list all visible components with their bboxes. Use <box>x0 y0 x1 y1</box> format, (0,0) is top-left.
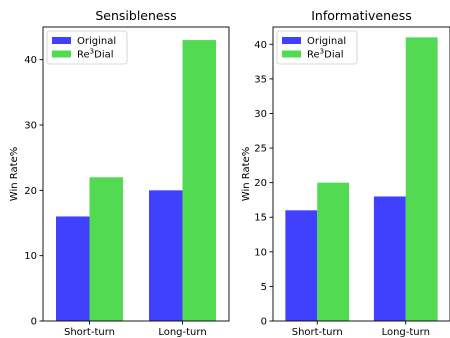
y-tick-label: 30 <box>24 121 37 132</box>
informativeness-chart: Informativeness Short-turn Long-turn 0 5 10 15… <box>241 8 450 338</box>
bar-re3dial-long-turn <box>405 37 438 322</box>
y-tick-label: 40 <box>24 55 37 66</box>
axes-frame <box>272 26 450 322</box>
y-axis-label: Win Rate% <box>241 147 252 201</box>
y-tick-label: 35 <box>254 74 267 85</box>
legend-label: Original <box>77 36 116 47</box>
x-tick-label: Long-turn <box>382 327 430 338</box>
y-tick-label: 25 <box>254 144 267 155</box>
y-axis-label: Win Rate% <box>9 147 20 201</box>
chart-title: Sensibleness <box>95 8 176 23</box>
axes-frame <box>42 26 230 322</box>
y-tick-label: 10 <box>24 251 37 262</box>
legend-label: Re3Dial <box>307 48 344 61</box>
bar-original-short-turn <box>56 216 90 321</box>
chart-title: Informativeness <box>311 8 412 23</box>
bar-re3dial-long-turn <box>182 40 216 322</box>
y-tick-label: 20 <box>254 178 267 189</box>
x-tick-label: Short-turn <box>64 327 115 338</box>
y-tick-label: 5 <box>261 282 267 293</box>
y-tick-label: 20 <box>24 186 37 197</box>
y-tick-label: 40 <box>254 40 267 51</box>
legend-label: Re3Dial <box>77 48 114 61</box>
legend-label: Original <box>307 36 346 47</box>
bar-original-long-turn <box>149 190 183 321</box>
sensibleness-chart: Sensibleness Short-turn Long-turn 0 10 20 30 40… <box>9 8 230 338</box>
legend-swatch <box>282 37 301 44</box>
legend-swatch <box>52 37 71 44</box>
bar-original-short-turn <box>285 210 318 321</box>
bar-re3dial-short-turn <box>317 182 350 321</box>
y-tick-label: 15 <box>254 213 267 224</box>
y-tick-label: 10 <box>254 247 267 258</box>
y-tick-label: 0 <box>31 317 37 328</box>
x-tick-label: Long-turn <box>158 327 206 338</box>
legend-swatch <box>52 50 71 58</box>
y-tick-label: 0 <box>261 317 267 328</box>
bar-original-long-turn <box>373 196 406 321</box>
x-tick-label: Short-turn <box>292 327 343 338</box>
bar-re3dial-short-turn <box>89 177 123 321</box>
legend-swatch <box>282 50 301 58</box>
y-tick-label: 30 <box>254 109 267 120</box>
